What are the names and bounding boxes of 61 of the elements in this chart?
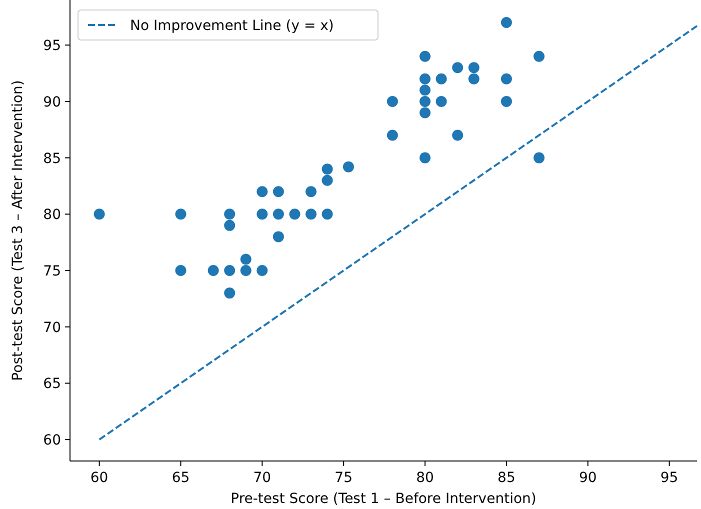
point	[94, 208, 105, 220]
y-tick-label: 80	[43, 207, 61, 224]
y-tick-label: 65	[43, 376, 61, 392]
point	[272, 186, 284, 198]
y-tick-label: 70	[43, 320, 61, 336]
point	[342, 161, 354, 172]
point	[175, 208, 186, 220]
point	[256, 208, 268, 220]
point	[306, 186, 317, 198]
point	[322, 174, 333, 186]
y-tick-label: 60	[43, 432, 61, 449]
legend-label: No Improvement Line (y = x)	[130, 18, 334, 34]
point	[272, 231, 284, 242]
point	[500, 96, 512, 107]
point	[534, 50, 545, 62]
point	[420, 84, 431, 96]
point	[272, 208, 284, 220]
point	[420, 152, 431, 164]
point	[240, 265, 252, 276]
point	[306, 208, 317, 220]
y-tick-label: 85	[43, 150, 61, 167]
point	[256, 265, 268, 276]
x-tick-label: 85	[498, 470, 516, 486]
point	[420, 107, 431, 118]
point	[322, 208, 333, 220]
x-tick-label: 90	[578, 470, 597, 486]
y-tick-label: 90	[43, 94, 61, 110]
point	[420, 73, 431, 84]
x-tick-label: 80	[416, 470, 434, 486]
point	[500, 73, 512, 84]
point	[452, 62, 464, 74]
point	[289, 208, 300, 220]
point	[175, 265, 186, 276]
point	[224, 208, 236, 220]
y-tick-label: 75	[43, 264, 61, 280]
point	[500, 17, 512, 28]
point	[468, 62, 480, 74]
point	[436, 96, 447, 107]
x-tick-label: 95	[660, 470, 678, 486]
point	[386, 130, 398, 141]
y-tick-label: 95	[43, 38, 61, 54]
point	[224, 265, 236, 276]
point	[256, 186, 268, 198]
x-tick-label: 70	[253, 470, 272, 486]
point	[208, 265, 219, 276]
point	[224, 220, 236, 231]
point	[224, 288, 236, 299]
y-axis-title: Post-test Score (Test 3 – After Intervention)	[10, 80, 26, 381]
x-tick-label: 65	[172, 470, 190, 486]
point	[534, 152, 545, 164]
point	[386, 96, 398, 107]
x-tick-label: 60	[90, 470, 108, 486]
point	[420, 50, 431, 62]
point	[322, 164, 333, 175]
x-tick-label: 75	[334, 470, 353, 486]
point	[436, 73, 447, 84]
x-axis-title: Pre-test Score (Test 1 – Before Intervention)	[230, 491, 536, 507]
point	[240, 254, 252, 265]
point	[452, 130, 464, 141]
point	[420, 96, 431, 107]
point	[468, 73, 480, 84]
